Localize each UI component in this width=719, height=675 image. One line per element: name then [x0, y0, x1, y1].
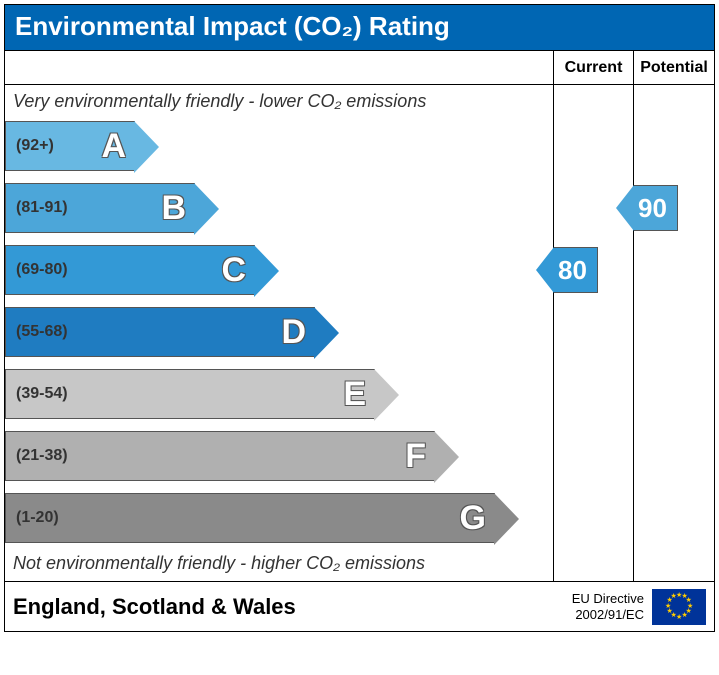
band-b: (81-91) B [5, 177, 553, 239]
directive-text: EU Directive 2002/91/EC [572, 591, 644, 622]
band-f: (21-38) F [5, 425, 553, 487]
band-letter: D [281, 313, 306, 352]
band-letter: F [405, 437, 426, 476]
title-bar: Environmental Impact (CO₂) Rating [5, 5, 714, 50]
band-arrow-tip [194, 183, 219, 235]
bottom-caption: Not environmentally friendly - higher CO… [5, 549, 553, 581]
band-range: (55-68) [6, 323, 68, 341]
band-range: (69-80) [6, 261, 68, 279]
directive-line1: EU Directive [572, 591, 644, 606]
potential-column: Potential 90 [634, 51, 714, 581]
band-bar: (39-54) E [5, 369, 375, 419]
band-arrow-tip [254, 245, 279, 297]
band-arrow-tip [314, 307, 339, 359]
eu-star: ★ [671, 593, 677, 601]
band-range: (81-91) [6, 199, 68, 217]
band-letter: E [343, 375, 366, 414]
potential-header: Potential [634, 51, 714, 85]
band-arrow-tip [494, 493, 519, 545]
rating-value: 80 [554, 247, 598, 293]
band-range: (1-20) [6, 509, 59, 527]
band-bar: (55-68) D [5, 307, 315, 357]
epc-diagram: Environmental Impact (CO₂) Rating Very e… [4, 4, 715, 632]
pointer-tip [616, 185, 634, 231]
band-range: (92+) [6, 137, 54, 155]
band-letter: A [101, 127, 126, 166]
footer-row: England, Scotland & Wales EU Directive 2… [5, 581, 714, 631]
top-caption: Very environmentally friendly - lower CO… [5, 85, 553, 115]
chart-grid: Very environmentally friendly - lower CO… [5, 50, 714, 581]
eu-flag-icon: ★★★★★★★★★★★★ [652, 589, 706, 625]
current-header: Current [554, 51, 633, 85]
band-d: (55-68) D [5, 301, 553, 363]
band-letter: C [221, 251, 246, 290]
band-c: (69-80) C [5, 239, 553, 301]
band-range: (39-54) [6, 385, 68, 403]
band-letter: B [161, 189, 186, 228]
title-text: Environmental Impact (CO₂) Rating [15, 11, 450, 41]
directive-line2: 2002/91/EC [575, 607, 644, 622]
pointer-tip [536, 247, 554, 293]
eu-star: ★ [682, 612, 688, 620]
band-bar: (1-20) G [5, 493, 495, 543]
rating-pointer: 90 [616, 185, 678, 231]
current-column: Current 80 [554, 51, 634, 581]
band-e: (39-54) E [5, 363, 553, 425]
band-g: (1-20) G [5, 487, 553, 549]
band-range: (21-38) [6, 447, 68, 465]
rating-value: 90 [634, 185, 678, 231]
band-letter: G [460, 499, 486, 538]
eu-directive: EU Directive 2002/91/EC ★★★★★★★★★★★★ [572, 589, 706, 625]
band-bar: (69-80) C [5, 245, 255, 295]
band-bar: (21-38) F [5, 431, 435, 481]
band-bar: (81-91) B [5, 183, 195, 233]
region-label: England, Scotland & Wales [13, 594, 296, 620]
band-bar: (92+) A [5, 121, 135, 171]
bands-column: Very environmentally friendly - lower CO… [5, 51, 554, 581]
bands-header [5, 51, 553, 85]
rating-pointer: 80 [536, 247, 598, 293]
band-arrow-tip [374, 369, 399, 421]
bands-container: (92+) A (81-91) B (69-80) C (55-68) D (39-54) E (2… [5, 115, 553, 549]
band-arrow-tip [434, 431, 459, 483]
band-a: (92+) A [5, 115, 553, 177]
band-arrow-tip [134, 121, 159, 173]
